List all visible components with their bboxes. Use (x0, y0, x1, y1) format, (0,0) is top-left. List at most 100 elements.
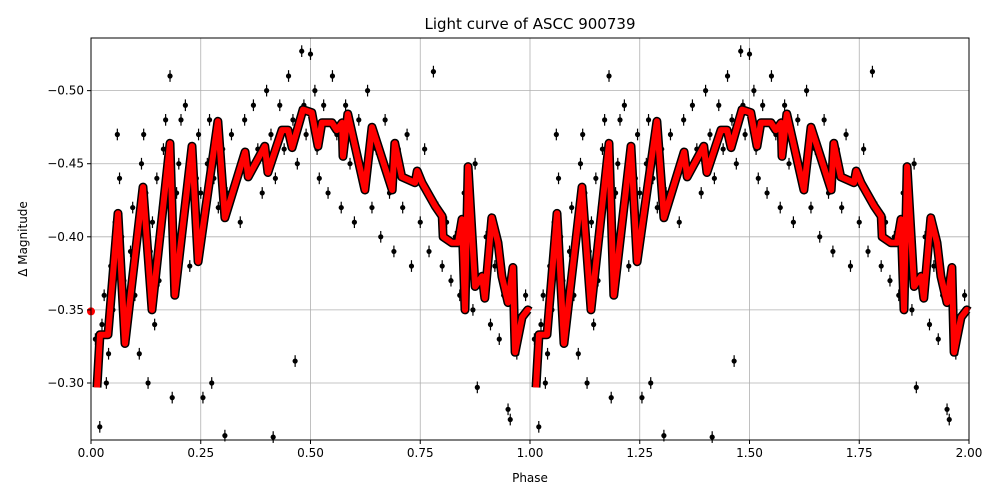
x-tick-label: 1.50 (736, 446, 763, 460)
data-point (681, 117, 687, 123)
x-tick-label: 0.00 (78, 446, 105, 460)
data-point (378, 234, 384, 240)
data-point (242, 117, 248, 123)
data-point (676, 219, 682, 225)
data-point (523, 292, 529, 298)
y-tick-label: −0.35 (47, 303, 84, 317)
data-point (746, 51, 753, 57)
y-tick-label: −0.45 (47, 157, 84, 171)
data-point (742, 131, 748, 138)
data-point (417, 219, 423, 225)
data-point (724, 73, 731, 79)
data-point (764, 190, 770, 196)
data-point (755, 175, 761, 181)
data-point (751, 88, 757, 94)
data-point (944, 406, 950, 412)
data-point (307, 51, 314, 57)
data-point (347, 161, 353, 167)
data-point (591, 321, 597, 328)
y-tick-label: −0.30 (47, 376, 84, 390)
data-point (182, 102, 188, 108)
data-point (316, 175, 322, 181)
data-point (887, 278, 893, 284)
data-point (962, 292, 968, 298)
data-point (645, 117, 652, 123)
data-point (99, 321, 105, 328)
data-point (621, 102, 627, 108)
y-axis-label: Δ Magnitude (16, 201, 30, 277)
data-point (145, 380, 151, 386)
data-point (321, 102, 327, 108)
data-point (507, 416, 513, 423)
data-point (913, 384, 919, 390)
data-point (312, 88, 318, 94)
data-point (634, 131, 641, 138)
data-point (878, 263, 884, 269)
x-tick-label: 1.25 (626, 446, 653, 460)
data-point (711, 175, 717, 181)
data-point (163, 117, 169, 123)
data-point (426, 248, 432, 255)
data-point (575, 351, 581, 357)
data-point (909, 307, 915, 313)
data-point (382, 117, 388, 123)
data-point (856, 219, 862, 225)
data-point (448, 278, 454, 284)
data-point (195, 131, 202, 138)
data-point (408, 263, 415, 269)
x-axis-label: Phase (512, 471, 548, 485)
model-curve-line (94, 106, 532, 388)
data-point (152, 321, 158, 328)
data-point (338, 204, 344, 211)
data-point (639, 395, 645, 401)
data-point (577, 161, 584, 167)
data-point (277, 102, 283, 108)
data-point (544, 351, 551, 357)
data-point (343, 102, 349, 108)
x-tick-label: 0.50 (297, 446, 324, 460)
data-point (606, 73, 612, 79)
data-point (580, 131, 586, 138)
data-point (731, 358, 737, 364)
data-point (294, 161, 300, 167)
data-point (667, 131, 674, 138)
x-tick-label: 0.75 (407, 446, 434, 460)
data-point (356, 117, 362, 123)
x-tick-label: 1.75 (846, 446, 873, 460)
y-tick-label: −0.40 (47, 230, 84, 244)
data-point (790, 219, 797, 225)
x-tick-label: 2.00 (956, 446, 983, 460)
data-point (472, 161, 478, 167)
data-point (404, 131, 410, 138)
data-point (97, 424, 103, 430)
data-point (114, 131, 120, 138)
data-point (555, 175, 562, 181)
data-point (935, 336, 941, 342)
data-point (803, 88, 810, 94)
data-point (637, 190, 643, 196)
data-point (588, 219, 595, 225)
data-point (285, 73, 292, 79)
data-point (839, 204, 845, 211)
data-point (569, 204, 575, 211)
data-point (209, 380, 215, 386)
data-point (821, 117, 827, 123)
data-point (865, 248, 871, 255)
data-point (167, 73, 173, 79)
data-point (542, 380, 548, 386)
data-point (136, 351, 142, 357)
data-point (602, 117, 608, 123)
data-point (116, 175, 123, 181)
data-point (369, 204, 375, 211)
data-point (130, 204, 136, 211)
data-point (329, 73, 336, 79)
data-point (105, 351, 112, 357)
data-point (553, 131, 559, 138)
data-point (176, 161, 182, 167)
data-point (608, 395, 614, 401)
data-point (103, 380, 109, 386)
data-point (777, 204, 783, 211)
data-point (487, 321, 494, 328)
data-point (391, 248, 397, 255)
data-point (861, 146, 867, 152)
